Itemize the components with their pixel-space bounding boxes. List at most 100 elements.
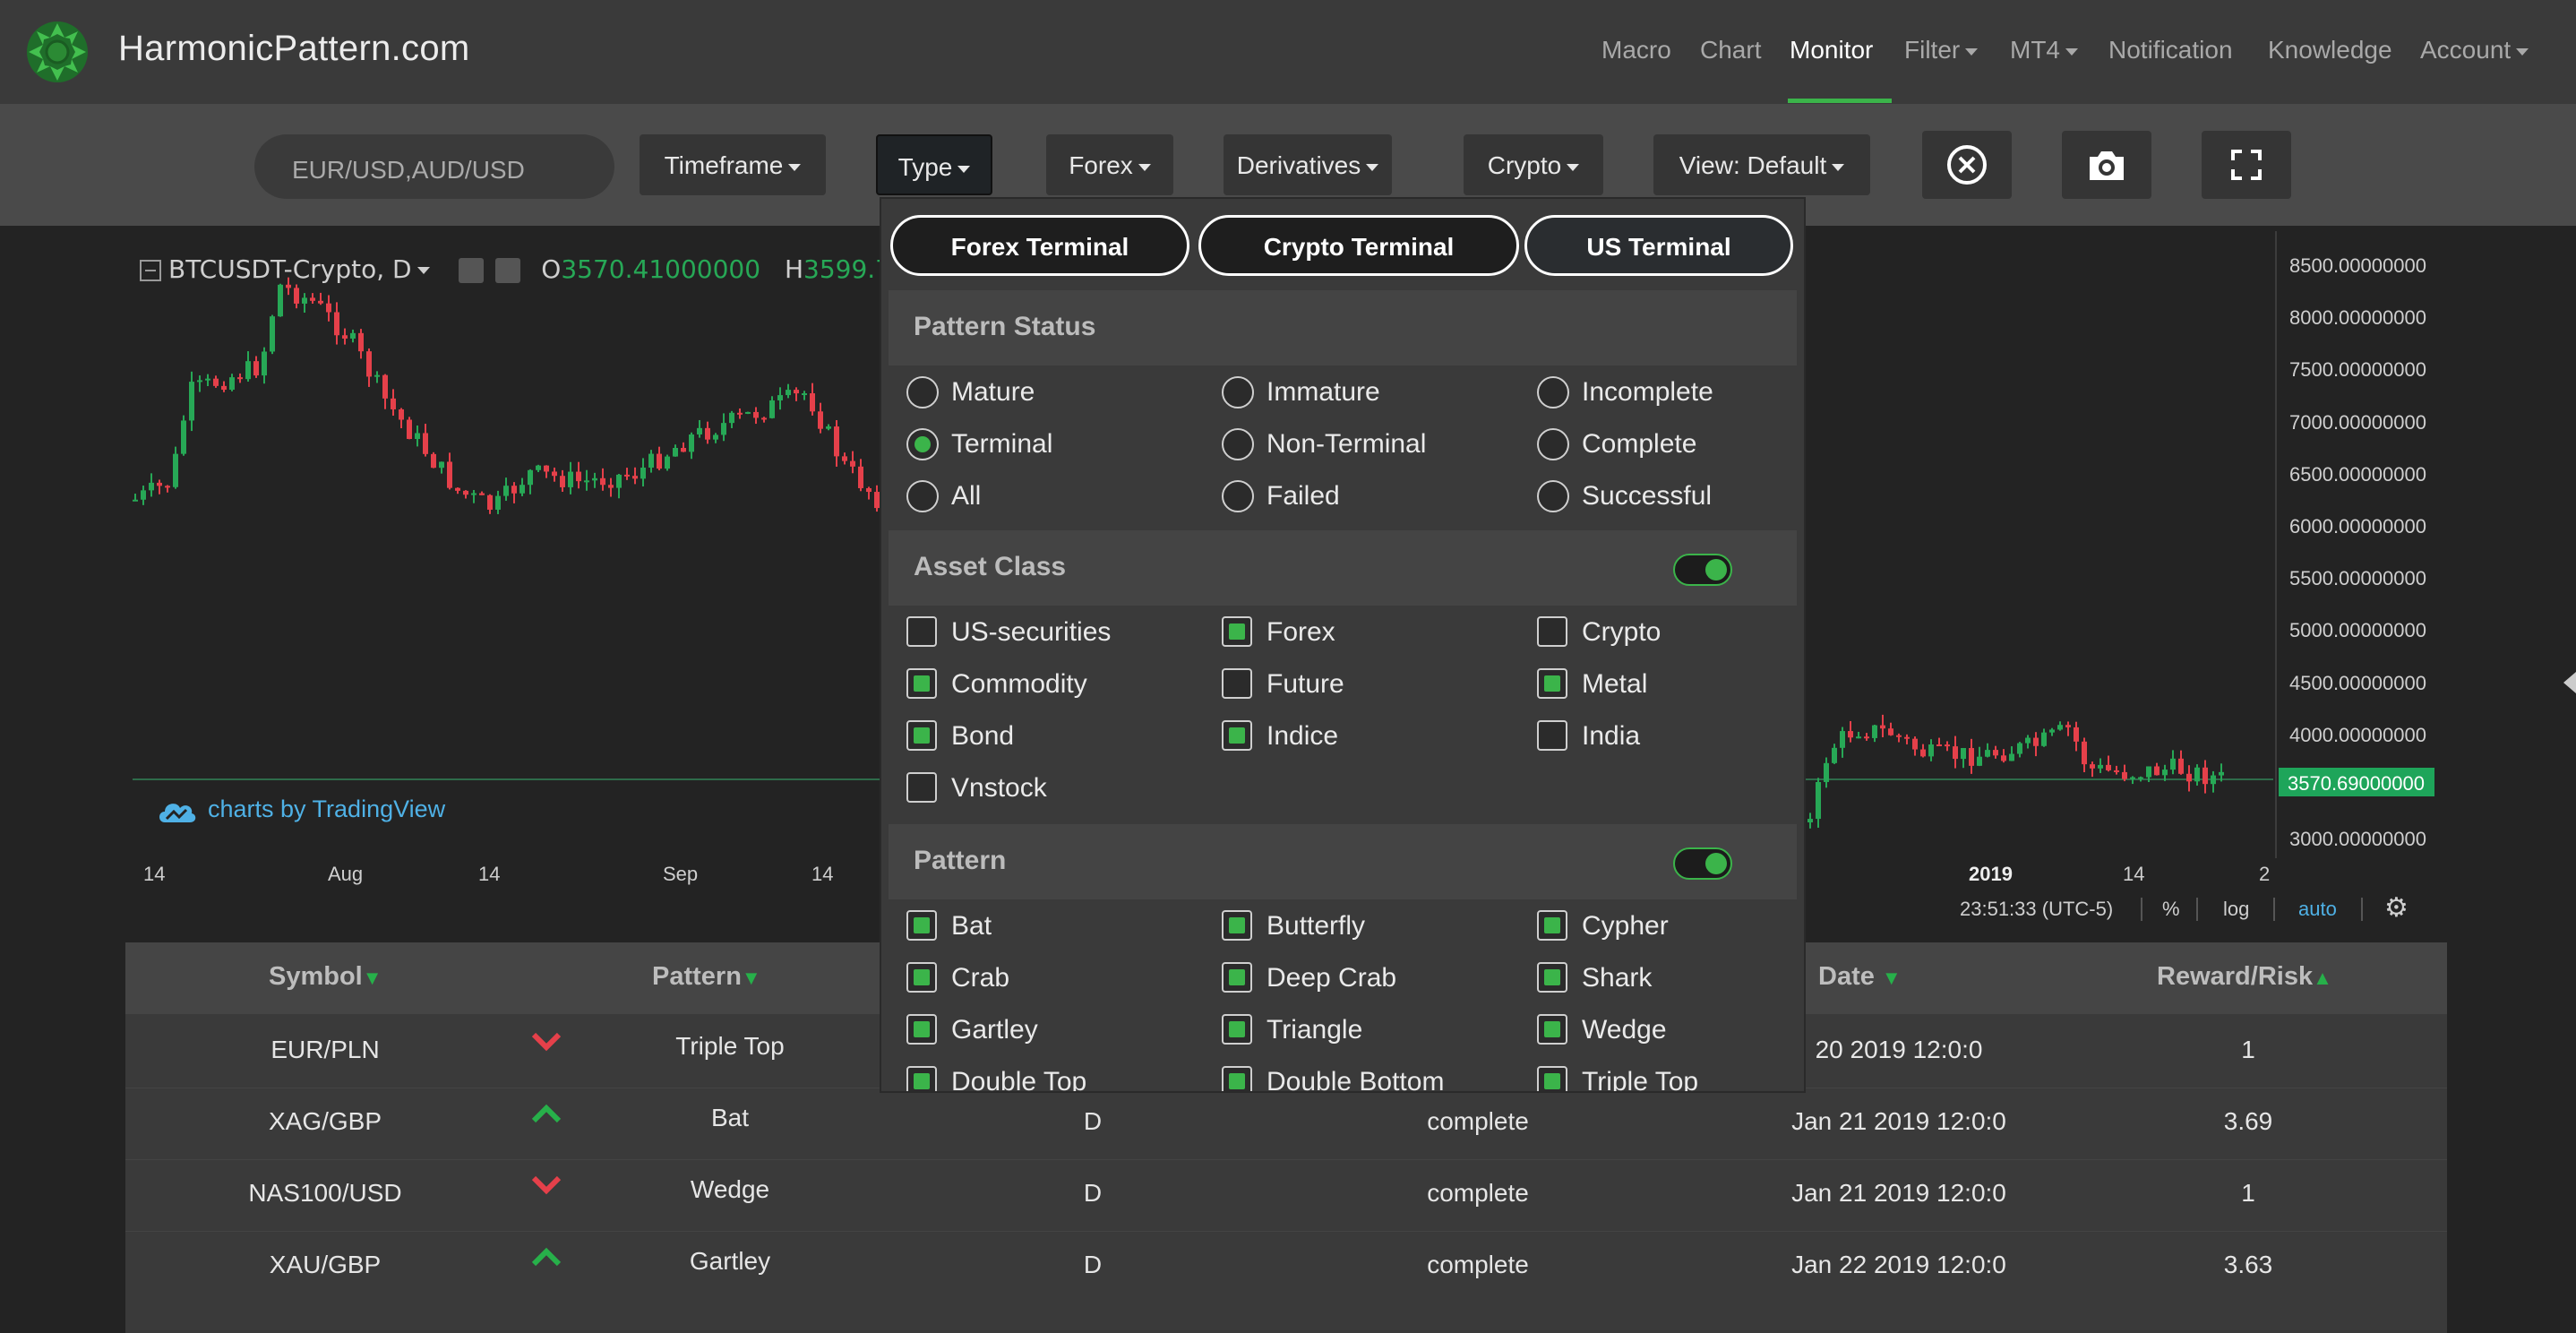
percent-toggle[interactable]: % [2162,898,2180,920]
forex-checkbox[interactable] [1222,616,1252,647]
crypto-terminal-button[interactable]: Crypto Terminal [1198,215,1519,276]
time-tick-label: Aug [328,863,364,885]
auto-toggle[interactable]: auto [2298,898,2337,920]
bond-label: Bond [951,721,1015,751]
nav-item-chart[interactable]: Chart [1700,36,1762,64]
date-column-header[interactable]: Date ▼ [1818,962,1902,991]
derivatives-dropdown-button[interactable]: Derivatives [1224,134,1392,195]
price-tick-label: 7000.00000000 [2289,410,2426,434]
forex-label: Forex [1267,617,1335,647]
pattern-section-header: Pattern [889,824,1797,899]
tradingview-credit[interactable]: charts by TradingView [156,796,445,824]
chevron-left-icon[interactable] [2563,672,2576,693]
brand-name[interactable]: HarmonicPattern.com [118,29,470,68]
chevron-down-icon [2065,47,2078,56]
price-chart[interactable] [133,231,2443,930]
double-top-checkbox[interactable] [906,1066,937,1091]
cell-pattern: Triple Top [675,1032,785,1060]
forex-terminal-button[interactable]: Forex Terminal [890,215,1189,276]
shark-checkbox[interactable] [1537,962,1567,993]
immature-label: Immature [1267,377,1380,407]
reward-risk-column-header[interactable]: Reward/Risk▲ [2157,962,2332,991]
bat-checkbox[interactable] [906,910,937,941]
view-default-dropdown-button[interactable]: View: Default [1653,134,1870,195]
clear-button[interactable] [1922,131,2012,199]
us-securities-checkbox[interactable] [906,616,937,647]
nav-item-account[interactable]: Account [2420,36,2529,64]
chevron-down-icon [788,163,802,171]
crypto-checkbox[interactable] [1537,616,1567,647]
complete-label: Complete [1582,429,1697,459]
commodity-checkbox[interactable] [906,668,937,699]
chevron-down-icon[interactable] [416,267,430,274]
wedge-checkbox[interactable] [1537,1014,1567,1045]
nav-item-filter[interactable]: Filter [1904,36,1979,64]
terminal-radio[interactable] [906,428,939,460]
chevron-down-icon [1567,163,1580,171]
us-terminal-button[interactable]: US Terminal [1524,215,1793,276]
nav-item-knowledge[interactable]: Knowledge [2268,36,2392,64]
time-readout: 23:51:33 (UTC-5) [1960,898,2114,920]
nav-item-notification[interactable]: Notification [2108,36,2233,64]
chevron-down-icon [2516,47,2529,56]
non-terminal-radio[interactable] [1222,428,1254,460]
pattern-column-header[interactable]: Pattern▼ [652,962,761,991]
nav-item-macro[interactable]: Macro [1601,36,1671,64]
cypher-checkbox[interactable] [1537,910,1567,941]
gartley-checkbox[interactable] [906,1014,937,1045]
eye-icon[interactable] [459,258,485,283]
chart-symbol[interactable]: BTCUSDT-Crypto, D [168,254,412,284]
deep-crab-checkbox[interactable] [1222,962,1252,993]
future-checkbox[interactable] [1222,668,1252,699]
bond-checkbox[interactable] [906,720,937,751]
crab-checkbox[interactable] [906,962,937,993]
time-tick-label: 14 [478,863,501,885]
mature-radio[interactable] [906,376,939,408]
crypto-dropdown-button[interactable]: Crypto [1464,134,1603,195]
metal-checkbox[interactable] [1537,668,1567,699]
complete-radio[interactable] [1537,428,1569,460]
triple-top-checkbox[interactable] [1537,1066,1567,1091]
logo-icon[interactable] [25,20,90,84]
butterfly-label: Butterfly [1267,911,1366,941]
india-checkbox[interactable] [1537,720,1567,751]
indice-checkbox[interactable] [1222,720,1252,751]
nav-item-monitor[interactable]: Monitor [1790,36,1874,64]
price-tick-label: 4500.00000000 [2289,671,2426,694]
all-label: All [951,481,982,511]
log-toggle[interactable]: log [2223,898,2250,920]
failed-radio[interactable] [1222,480,1254,512]
nav-item-mt4[interactable]: MT4 [2010,36,2078,64]
tradingview-link[interactable]: charts by TradingView [208,796,446,822]
collapse-icon[interactable] [140,260,161,281]
pattern-toggle[interactable] [1673,847,1732,880]
row-divider [125,1159,2447,1160]
symbol-column-header[interactable]: Symbol▼ [269,962,382,991]
cell-rr: 3.63 [2223,1251,2273,1278]
forex-dropdown-button[interactable]: Forex [1046,134,1173,195]
immature-radio[interactable] [1222,376,1254,408]
successful-radio[interactable] [1537,480,1569,512]
symbol-search-input[interactable]: EUR/USD,AUD/USD [254,134,614,199]
chevron-down-icon [1965,47,1979,56]
butterfly-checkbox[interactable] [1222,910,1252,941]
cell-tf: D [1083,1251,1103,1278]
type-dropdown-menu: Forex Terminal Crypto Terminal US Termin… [880,197,1806,1093]
incomplete-label: Incomplete [1582,377,1713,407]
double-bottom-checkbox[interactable] [1222,1066,1252,1091]
time-tick-label: 2019 [1969,863,2013,885]
asset-class-toggle[interactable] [1673,554,1732,586]
gear-icon[interactable]: ⚙ [2384,893,2409,923]
cell-rr: 1 [2241,1036,2255,1063]
all-radio[interactable] [906,480,939,512]
cell-date: Jan 21 2019 12:0:0 [1791,1107,2006,1135]
settings-icon[interactable] [495,258,521,283]
type-dropdown-button[interactable]: Type [876,134,992,195]
camera-icon [2090,151,2124,180]
triangle-checkbox[interactable] [1222,1014,1252,1045]
timeframe-dropdown-button[interactable]: Timeframe [640,134,826,195]
screenshot-button[interactable] [2062,131,2151,199]
fullscreen-button[interactable] [2202,131,2291,199]
incomplete-radio[interactable] [1537,376,1569,408]
vnstock-checkbox[interactable] [906,772,937,803]
